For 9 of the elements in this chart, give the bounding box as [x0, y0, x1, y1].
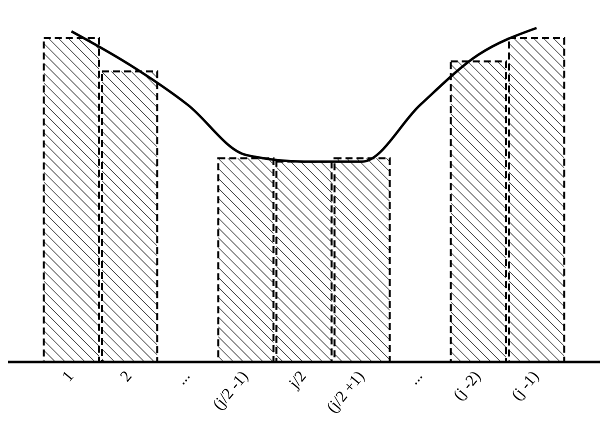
x-tick-label: 2: [117, 368, 136, 386]
x-tick-label: (j/2 -1): [210, 368, 252, 414]
x-tick-label: (j/2 +1): [324, 368, 368, 416]
x-tick-label: ...: [405, 368, 426, 388]
x-tick-label: (j -1): [508, 368, 542, 404]
x-tick-label: (j -2): [450, 368, 484, 404]
x-tick-label: 1: [59, 368, 78, 386]
x-tick-label: j/2: [285, 368, 310, 393]
x-tick-label: ...: [172, 368, 194, 388]
